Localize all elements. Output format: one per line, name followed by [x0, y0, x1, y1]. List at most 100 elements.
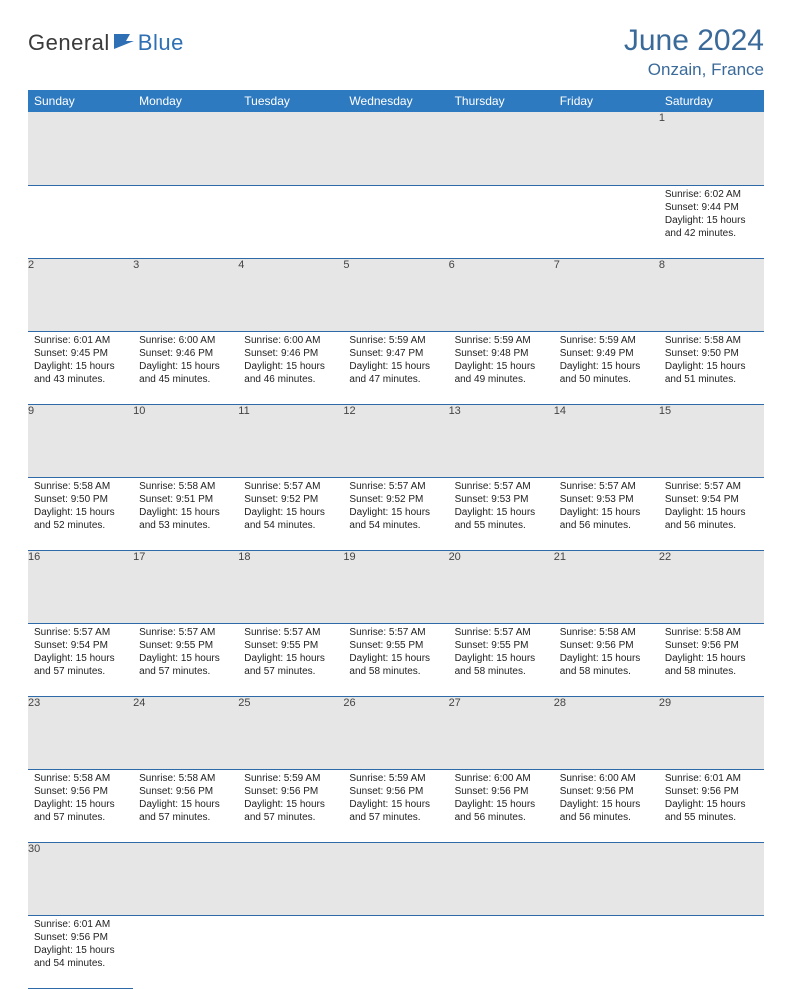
- day-number: 22: [659, 550, 764, 623]
- daynum-row: 9101112131415: [28, 404, 764, 477]
- location: Onzain, France: [624, 60, 764, 80]
- day-number: 28: [554, 696, 659, 769]
- sunrise-line: Sunrise: 5:57 AM: [560, 480, 653, 493]
- day-cell: [238, 185, 343, 258]
- flag-icon: [114, 32, 136, 55]
- sunset-line: Sunset: 9:56 PM: [244, 785, 337, 798]
- day-details: Sunrise: 5:59 AMSunset: 9:56 PMDaylight:…: [343, 770, 448, 827]
- day-cell: [133, 185, 238, 258]
- week-row: Sunrise: 6:02 AMSunset: 9:44 PMDaylight:…: [28, 185, 764, 258]
- sunset-line: Sunset: 9:54 PM: [665, 493, 758, 506]
- day-cell: Sunrise: 5:59 AMSunset: 9:47 PMDaylight:…: [343, 331, 448, 404]
- day-cell: Sunrise: 5:59 AMSunset: 9:49 PMDaylight:…: [554, 331, 659, 404]
- day-number: 23: [28, 696, 133, 769]
- day-details: Sunrise: 5:59 AMSunset: 9:47 PMDaylight:…: [343, 332, 448, 389]
- daylight-line: Daylight: 15 hours and 46 minutes.: [244, 360, 337, 386]
- day-details: Sunrise: 6:00 AMSunset: 9:46 PMDaylight:…: [238, 332, 343, 389]
- day-number: 13: [449, 404, 554, 477]
- brand-logo: General Blue: [28, 30, 184, 56]
- daylight-line: Daylight: 15 hours and 54 minutes.: [34, 944, 127, 970]
- sunrise-line: Sunrise: 5:57 AM: [34, 626, 127, 639]
- day-cell: Sunrise: 5:58 AMSunset: 9:51 PMDaylight:…: [133, 477, 238, 550]
- day-number: 18: [238, 550, 343, 623]
- title-block: June 2024 Onzain, France: [624, 24, 764, 80]
- calendar-table: SundayMondayTuesdayWednesdayThursdayFrid…: [28, 90, 764, 989]
- daylight-line: Daylight: 15 hours and 50 minutes.: [560, 360, 653, 386]
- sunset-line: Sunset: 9:56 PM: [34, 931, 127, 944]
- sunrise-line: Sunrise: 6:01 AM: [665, 772, 758, 785]
- daylight-line: Daylight: 15 hours and 43 minutes.: [34, 360, 127, 386]
- day-cell: Sunrise: 6:01 AMSunset: 9:56 PMDaylight:…: [659, 769, 764, 842]
- day-number: [554, 842, 659, 915]
- week-row: Sunrise: 6:01 AMSunset: 9:56 PMDaylight:…: [28, 915, 764, 988]
- day-cell: Sunrise: 6:01 AMSunset: 9:56 PMDaylight:…: [28, 915, 133, 988]
- sunset-line: Sunset: 9:53 PM: [455, 493, 548, 506]
- day-number: [133, 842, 238, 915]
- sunset-line: Sunset: 9:46 PM: [244, 347, 337, 360]
- sunrise-line: Sunrise: 5:59 AM: [349, 772, 442, 785]
- day-number: 4: [238, 258, 343, 331]
- daylight-line: Daylight: 15 hours and 57 minutes.: [244, 652, 337, 678]
- day-cell: Sunrise: 5:59 AMSunset: 9:56 PMDaylight:…: [343, 769, 448, 842]
- sunset-line: Sunset: 9:56 PM: [34, 785, 127, 798]
- day-details: Sunrise: 5:57 AMSunset: 9:55 PMDaylight:…: [133, 624, 238, 681]
- daylight-line: Daylight: 15 hours and 55 minutes.: [455, 506, 548, 532]
- sunset-line: Sunset: 9:56 PM: [665, 785, 758, 798]
- day-cell: Sunrise: 6:00 AMSunset: 9:46 PMDaylight:…: [133, 331, 238, 404]
- day-details: Sunrise: 5:57 AMSunset: 9:52 PMDaylight:…: [238, 478, 343, 535]
- brand-part1: General: [28, 30, 110, 56]
- day-cell: Sunrise: 5:58 AMSunset: 9:56 PMDaylight:…: [133, 769, 238, 842]
- day-number: [449, 112, 554, 185]
- sunset-line: Sunset: 9:45 PM: [34, 347, 127, 360]
- day-cell: Sunrise: 5:57 AMSunset: 9:54 PMDaylight:…: [659, 477, 764, 550]
- sunset-line: Sunset: 9:52 PM: [349, 493, 442, 506]
- sunset-line: Sunset: 9:55 PM: [349, 639, 442, 652]
- day-cell: [449, 915, 554, 988]
- day-number: [449, 842, 554, 915]
- day-number: 16: [28, 550, 133, 623]
- day-details: Sunrise: 5:58 AMSunset: 9:56 PMDaylight:…: [133, 770, 238, 827]
- day-cell: [343, 915, 448, 988]
- daylight-line: Daylight: 15 hours and 57 minutes.: [139, 652, 232, 678]
- day-details: Sunrise: 6:02 AMSunset: 9:44 PMDaylight:…: [659, 186, 764, 243]
- daylight-line: Daylight: 15 hours and 57 minutes.: [34, 652, 127, 678]
- sunrise-line: Sunrise: 5:57 AM: [349, 480, 442, 493]
- sunrise-line: Sunrise: 5:58 AM: [665, 626, 758, 639]
- daylight-line: Daylight: 15 hours and 45 minutes.: [139, 360, 232, 386]
- day-number: [343, 842, 448, 915]
- day-number: 10: [133, 404, 238, 477]
- weekday-header-cell: Monday: [133, 90, 238, 112]
- sunrise-line: Sunrise: 5:57 AM: [244, 480, 337, 493]
- sunset-line: Sunset: 9:46 PM: [139, 347, 232, 360]
- daylight-line: Daylight: 15 hours and 58 minutes.: [665, 652, 758, 678]
- day-details: Sunrise: 5:57 AMSunset: 9:55 PMDaylight:…: [449, 624, 554, 681]
- weekday-header: SundayMondayTuesdayWednesdayThursdayFrid…: [28, 90, 764, 112]
- sunset-line: Sunset: 9:50 PM: [34, 493, 127, 506]
- day-details: Sunrise: 5:58 AMSunset: 9:51 PMDaylight:…: [133, 478, 238, 535]
- weekday-header-cell: Wednesday: [343, 90, 448, 112]
- day-details: Sunrise: 6:01 AMSunset: 9:45 PMDaylight:…: [28, 332, 133, 389]
- day-number: 24: [133, 696, 238, 769]
- day-number: 25: [238, 696, 343, 769]
- day-details: Sunrise: 5:57 AMSunset: 9:53 PMDaylight:…: [449, 478, 554, 535]
- day-number: 11: [238, 404, 343, 477]
- day-details: Sunrise: 5:59 AMSunset: 9:48 PMDaylight:…: [449, 332, 554, 389]
- sunset-line: Sunset: 9:54 PM: [34, 639, 127, 652]
- day-number: [343, 112, 448, 185]
- day-number: [28, 112, 133, 185]
- day-number: 17: [133, 550, 238, 623]
- sunset-line: Sunset: 9:48 PM: [455, 347, 548, 360]
- daylight-line: Daylight: 15 hours and 56 minutes.: [665, 506, 758, 532]
- day-number: 12: [343, 404, 448, 477]
- day-cell: [238, 915, 343, 988]
- header: General Blue June 2024 Onzain, France: [28, 24, 764, 80]
- weekday-header-cell: Tuesday: [238, 90, 343, 112]
- sunrise-line: Sunrise: 6:00 AM: [560, 772, 653, 785]
- daylight-line: Daylight: 15 hours and 47 minutes.: [349, 360, 442, 386]
- sunrise-line: Sunrise: 5:58 AM: [34, 480, 127, 493]
- day-details: Sunrise: 5:57 AMSunset: 9:55 PMDaylight:…: [343, 624, 448, 681]
- sunset-line: Sunset: 9:55 PM: [244, 639, 337, 652]
- day-details: Sunrise: 5:58 AMSunset: 9:56 PMDaylight:…: [28, 770, 133, 827]
- day-details: Sunrise: 5:58 AMSunset: 9:56 PMDaylight:…: [659, 624, 764, 681]
- day-details: Sunrise: 6:00 AMSunset: 9:46 PMDaylight:…: [133, 332, 238, 389]
